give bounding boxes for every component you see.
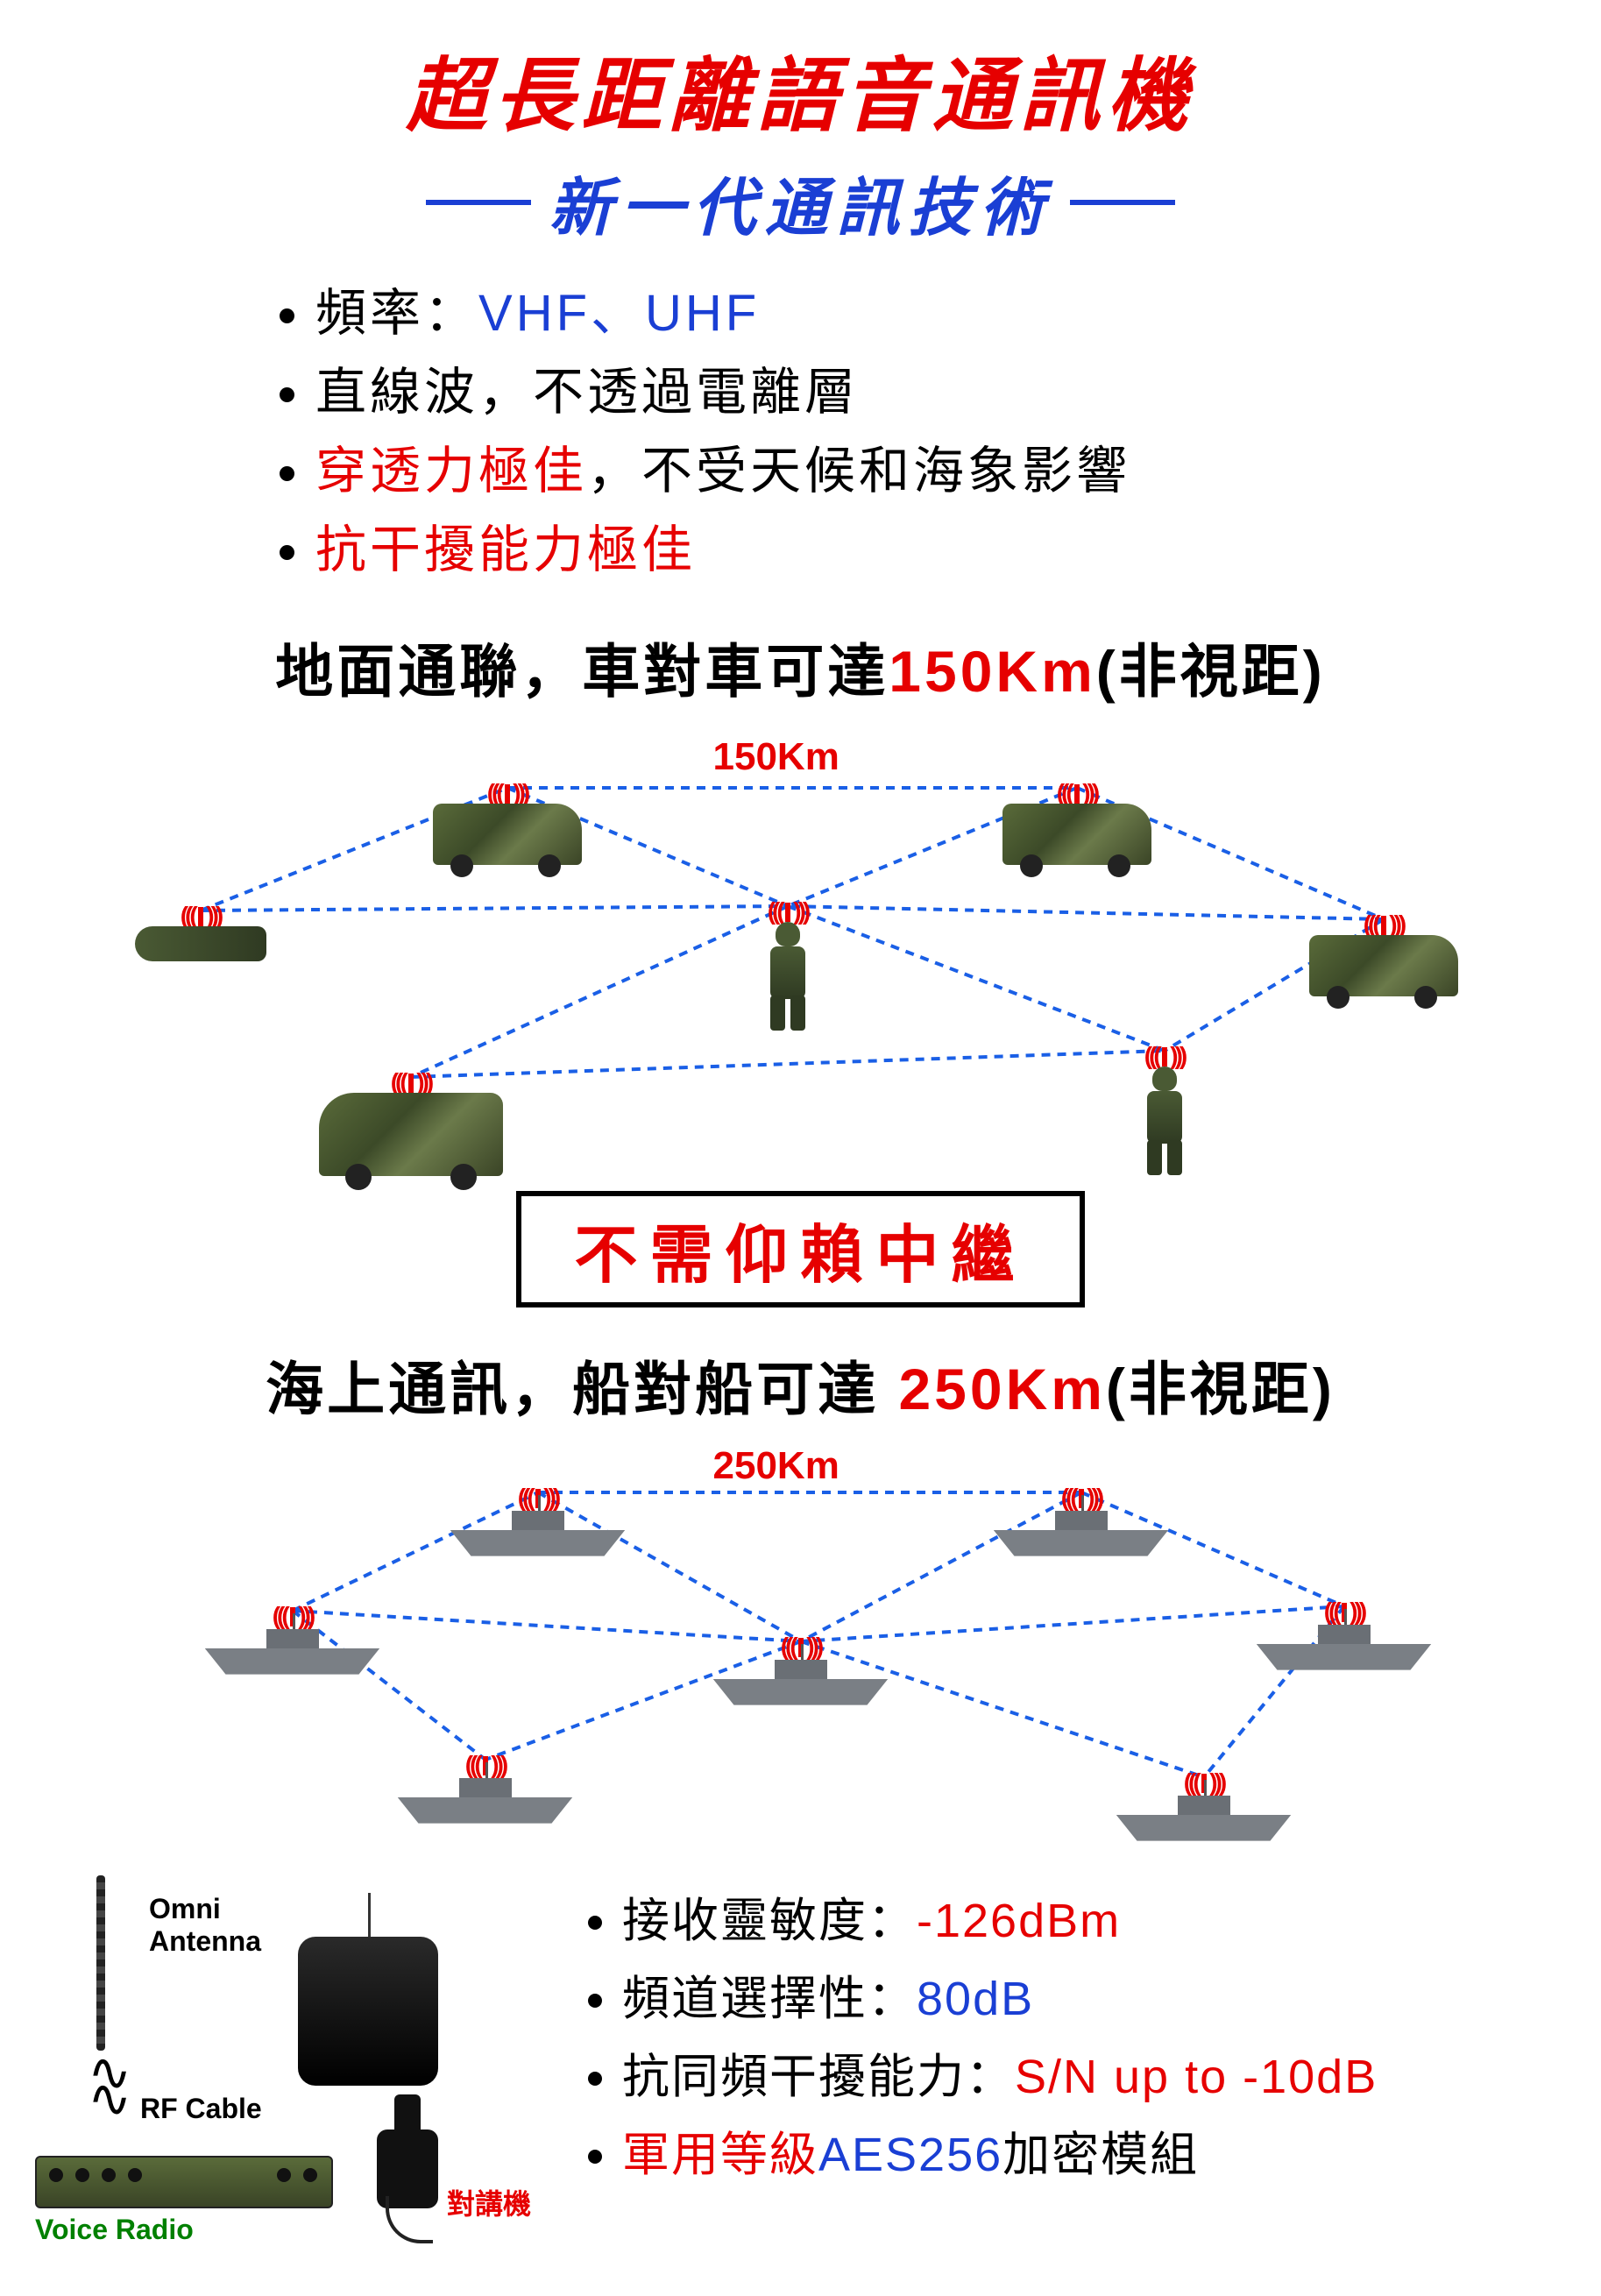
diagram-node-s_r: ((( ))) (1257, 1598, 1432, 1670)
rf-cable-label: RF Cable (140, 2093, 262, 2125)
diagram-node-s_tr: ((( ))) (994, 1484, 1169, 1556)
signal-icon: ((( ))) (181, 902, 221, 930)
ground-diagram: 150Km ((( ))) ((( ))) ((( ))) ((( ))) ((( ))… (100, 718, 1502, 1173)
diagram-node-s_tl: ((( ))) (450, 1484, 626, 1556)
spec-item: 軍用等級AES256加密模組 (622, 2116, 1601, 2194)
feature-item: 抗干擾能力極佳 (315, 511, 1601, 590)
diagram-node-s_bl: ((( ))) (398, 1751, 573, 1824)
diagram-node-s_br: ((( ))) (1116, 1768, 1292, 1841)
backpack-icon (298, 1937, 438, 2086)
signal-icon: ((( ))) (1057, 779, 1097, 807)
diagram-node-soldier_c: ((( ))) (766, 897, 810, 1027)
feature-list: 頻率：VHF、UHF直線波，不透過電離層穿透力極佳，不受天候和海象影響抗干擾能力… (280, 274, 1601, 590)
mic-label: 對講機 (447, 2182, 531, 2222)
diagram-node-veh_tl: ((( ))) (433, 779, 582, 865)
signal-icon: ((( ))) (391, 1068, 431, 1096)
rf-cable-icon: ∿∿ (88, 2059, 131, 2112)
diagram-node-veh_r: ((( ))) (1309, 911, 1458, 996)
dash-right (1070, 200, 1175, 205)
diagram-node-prone: ((( ))) (135, 902, 266, 961)
feature-item: 直線波，不透過電離層 (315, 353, 1601, 432)
sea-diagram: 250Km ((( ))) ((( ))) ((( ))) ((( ))) ((( ))… (100, 1435, 1502, 1856)
feature-item: 穿透力極佳，不受天候和海象影響 (315, 432, 1601, 511)
sea-range-label: 250Km (713, 1444, 839, 1488)
dash-left (426, 200, 531, 205)
ground-range-label: 150Km (713, 735, 839, 779)
specs-list: 接收靈敏度：-126dBm頻道選擇性：80dB抗同頻干擾能力：S/N up to… (587, 1882, 1601, 2194)
omni-antenna-icon (96, 1875, 105, 2051)
spec-item: 頻道選擇性：80dB (622, 1960, 1601, 2038)
diagram-node-van_bl: ((( ))) (319, 1068, 503, 1176)
subtitle: 新一代通訊技術 (549, 156, 1052, 248)
signal-icon: ((( ))) (1364, 911, 1404, 939)
ground-heading: 地面通聯，車對車可達150Km(非視距) (0, 625, 1601, 709)
diagram-node-veh_tr: ((( ))) (1002, 779, 1151, 865)
mic-icon (377, 2129, 438, 2208)
spec-item: 抗同頻干擾能力：S/N up to -10dB (622, 2038, 1601, 2116)
voice-radio-label: Voice Radio (35, 2214, 194, 2246)
diagram-node-s_l: ((( ))) (205, 1602, 380, 1675)
callout-box: 不需仰賴中繼 (516, 1191, 1084, 1307)
omni-antenna-label: Omni Antenna (149, 1893, 261, 1958)
sea-heading: 海上通訊，船對船可達 250Km(非視距) (0, 1343, 1601, 1427)
equipment-cluster: Omni Antenna ∿∿ RF Cable Voice Radio 對講機 (35, 1875, 561, 2243)
diagram-node-s_c: ((( ))) (713, 1633, 889, 1705)
main-title: 超長距離語音通訊機 (0, 31, 1601, 147)
voice-radio-icon (35, 2156, 333, 2208)
spec-item: 接收靈敏度：-126dBm (622, 1882, 1601, 1960)
subtitle-row: 新一代通訊技術 (0, 156, 1601, 248)
diagram-node-soldier_br: ((( ))) (1143, 1042, 1187, 1172)
feature-item: 頻率：VHF、UHF (315, 274, 1601, 353)
signal-icon: ((( ))) (487, 779, 528, 807)
